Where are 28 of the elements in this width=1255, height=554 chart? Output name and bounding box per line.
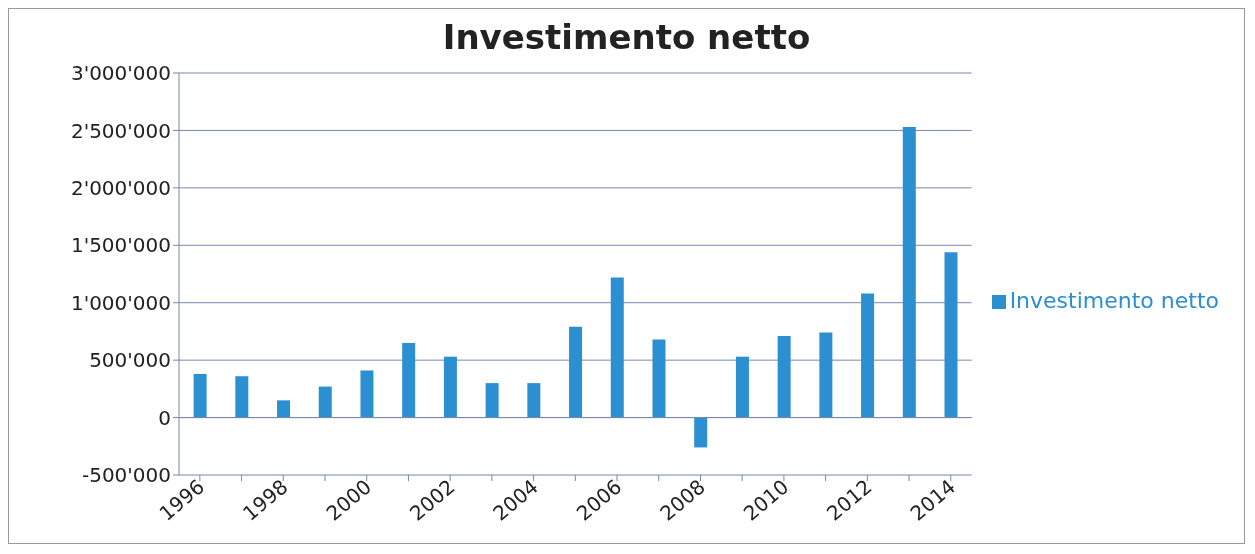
bar bbox=[694, 417, 708, 448]
bar bbox=[944, 252, 958, 418]
y-tick-label: 500'000 bbox=[89, 348, 171, 373]
bar bbox=[610, 277, 624, 418]
y-tick-label: 1'500'000 bbox=[70, 233, 171, 258]
bar bbox=[819, 332, 833, 418]
bar bbox=[193, 373, 207, 418]
bar bbox=[485, 383, 499, 418]
bar bbox=[735, 356, 749, 418]
y-tick-label: 2'000'000 bbox=[70, 175, 171, 200]
y-tick-label: 0 bbox=[158, 405, 171, 430]
y-tick-label: 3'000'000 bbox=[70, 61, 171, 86]
bar bbox=[527, 383, 541, 418]
bar bbox=[652, 339, 666, 418]
y-tick-label: 1'000'000 bbox=[70, 290, 171, 315]
bar bbox=[777, 336, 791, 418]
bar bbox=[402, 342, 416, 418]
bar bbox=[902, 126, 916, 418]
bar bbox=[235, 376, 249, 418]
bar bbox=[318, 386, 332, 418]
bar bbox=[861, 293, 875, 418]
legend-label: Investimento netto bbox=[1009, 287, 1219, 313]
bar bbox=[277, 400, 291, 418]
bar bbox=[443, 356, 457, 418]
bar bbox=[360, 370, 374, 418]
chart-title: Investimento netto bbox=[442, 17, 811, 57]
y-tick-label: 2'500'000 bbox=[70, 118, 171, 143]
bar bbox=[569, 326, 583, 418]
